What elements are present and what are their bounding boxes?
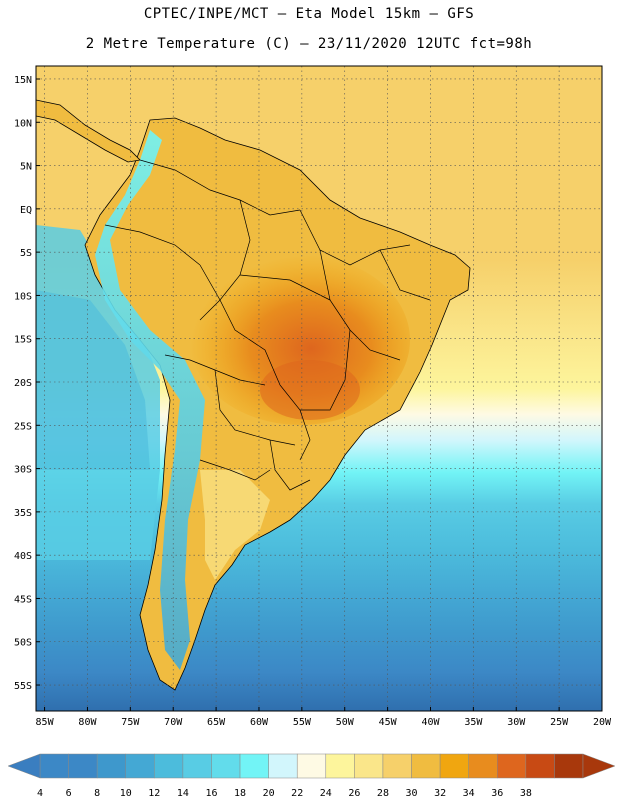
colorbar-label: 32 (434, 788, 446, 799)
lon-label: 65W (207, 717, 226, 728)
colorbar-swatch (96, 753, 126, 779)
lat-label: 50S (14, 638, 32, 649)
colorbar-swatch (125, 753, 155, 779)
lon-label: 55W (293, 717, 312, 728)
colorbar-swatch (468, 753, 498, 779)
colorbar-label: 30 (406, 788, 418, 799)
lat-label: 55S (14, 681, 32, 692)
lon-label: 35W (464, 717, 483, 728)
lon-label: 75W (121, 717, 140, 728)
latitude-labels: 15N 10N 5N EQ 5S 10S 15S 20S 25S 30S 35S 40S 45S 50S 5… (14, 75, 32, 692)
lon-label: 80W (78, 717, 97, 728)
colorbar-swatch (525, 753, 555, 779)
map-title-line2: 2 Metre Temperature (C) – 23/11/2020 12U… (85, 36, 533, 52)
lon-label: 85W (36, 717, 55, 728)
colorbar-left-arrow (7, 753, 41, 779)
lon-label: 50W (336, 717, 355, 728)
colorbar-label: 22 (291, 788, 303, 799)
colorbar-swatch (296, 753, 327, 779)
colorbar-label: 34 (463, 788, 475, 799)
colorbar-right-arrow (582, 753, 616, 779)
lon-label: 60W (250, 717, 269, 728)
lon-label: 45W (379, 717, 398, 728)
colorbar-swatch (411, 753, 441, 779)
colorbar-swatch (354, 753, 384, 779)
longitude-labels: 85W 80W 75W 70W 65W 60W 55W 50W 45W 40W 35W 30W 25W 2… (36, 717, 612, 728)
lon-label: 40W (421, 717, 440, 728)
colorbar-label: 14 (177, 788, 189, 799)
colorbar-swatch (497, 753, 527, 779)
colorbar-swatch (554, 753, 584, 779)
colorbar-swatch (68, 753, 98, 779)
colorbar-swatch (39, 753, 69, 779)
colorbar-label: 6 (66, 788, 72, 799)
lat-label: 10S (14, 291, 32, 302)
colorbar-label: 18 (234, 788, 246, 799)
colorbar-label: 36 (491, 788, 503, 799)
lat-label: 30S (14, 465, 32, 476)
colorbar-swatch (325, 753, 355, 779)
lat-label: 15N (14, 75, 32, 86)
central-america-land (36, 99, 141, 163)
map-frame (35, 65, 603, 712)
lat-label: 35S (14, 508, 32, 519)
colorbar-swatch (154, 753, 184, 779)
andes-cold-stripe (95, 130, 205, 670)
colorbar-label: 38 (520, 788, 532, 799)
colorbar-label: 10 (120, 788, 132, 799)
colorbar-swatch (239, 753, 269, 779)
lon-label: 30W (507, 717, 526, 728)
map-title-line1: CPTEC/INPE/MCT – Eta Model 15km – GFS (143, 6, 475, 22)
southern-cone-mild (200, 470, 270, 580)
colorbar-swatch (382, 753, 412, 779)
colorbar-label: 28 (377, 788, 389, 799)
colorbar-label: 16 (205, 788, 217, 799)
lat-label: 10N (14, 118, 32, 129)
lat-label: 5N (20, 162, 32, 173)
lon-label: 20W (593, 717, 612, 728)
lat-label: 45S (14, 594, 32, 605)
colorbar-swatch (268, 753, 298, 779)
colorbar-label: 12 (148, 788, 160, 799)
lon-label: 25W (550, 717, 569, 728)
lat-label: 25S (14, 421, 32, 432)
lat-label: 15S (14, 335, 32, 346)
lon-label: 70W (164, 717, 183, 728)
lat-label: 40S (14, 551, 32, 562)
colorbar-label: 20 (263, 788, 275, 799)
colorbar-swatch (182, 753, 212, 779)
colorbar-label: 26 (348, 788, 360, 799)
country-borders (104, 159, 431, 491)
lat-label: EQ (20, 205, 32, 216)
colorbar-label: 24 (320, 788, 332, 799)
hottest-region (260, 360, 360, 420)
lat-label: 5S (20, 248, 32, 259)
colorbar-label: 8 (94, 788, 100, 799)
lat-label: 20S (14, 378, 32, 389)
colorbar-swatch (439, 753, 469, 779)
colorbar-swatch (211, 753, 241, 779)
colorbar-label: 4 (37, 788, 43, 799)
